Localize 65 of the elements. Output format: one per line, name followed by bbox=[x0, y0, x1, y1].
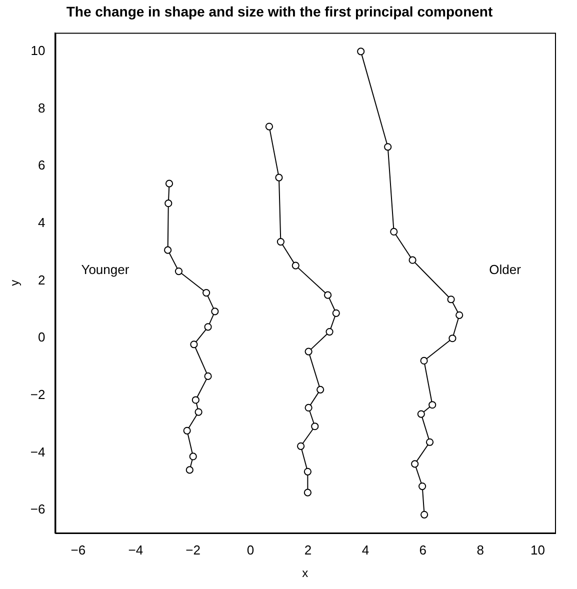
x-tick-label: −4 bbox=[128, 542, 144, 558]
x-tick-label: 2 bbox=[304, 542, 312, 558]
point bbox=[204, 323, 212, 331]
point bbox=[186, 466, 194, 474]
y-tick-label: 10 bbox=[30, 43, 46, 58]
point bbox=[324, 291, 332, 299]
point bbox=[297, 442, 305, 450]
point bbox=[316, 386, 324, 394]
point bbox=[411, 460, 419, 468]
chart-title: The change in shape and size with the first principal component bbox=[66, 3, 493, 20]
point bbox=[456, 311, 464, 319]
y-tick-label: 4 bbox=[38, 215, 46, 230]
point bbox=[165, 180, 174, 188]
x-tick-label: 8 bbox=[476, 542, 484, 558]
annotation: Younger bbox=[81, 262, 130, 277]
point bbox=[189, 452, 197, 460]
x-tick-label: 4 bbox=[362, 542, 370, 558]
annotation: Older bbox=[489, 262, 522, 277]
x-tick-label: 6 bbox=[419, 542, 426, 558]
x-axis-title: x bbox=[302, 566, 308, 580]
point bbox=[420, 356, 428, 365]
point bbox=[164, 200, 172, 208]
point bbox=[420, 510, 428, 518]
point bbox=[332, 309, 340, 317]
point bbox=[408, 256, 416, 264]
x-tick-label: −6 bbox=[70, 542, 86, 558]
point bbox=[304, 348, 312, 356]
y-tick-label: −4 bbox=[30, 444, 46, 460]
point bbox=[275, 174, 283, 182]
x-tick-label: −2 bbox=[186, 542, 201, 558]
point bbox=[192, 396, 200, 404]
x-tick-label: 10 bbox=[530, 542, 545, 558]
point bbox=[304, 404, 312, 412]
point bbox=[311, 422, 319, 430]
y-tick-label: −6 bbox=[30, 502, 46, 517]
y-tick-label: 6 bbox=[38, 158, 46, 173]
point bbox=[183, 426, 191, 434]
point bbox=[164, 246, 172, 254]
point bbox=[202, 288, 210, 297]
y-tick-label: 2 bbox=[38, 272, 46, 288]
point bbox=[276, 238, 284, 246]
point bbox=[390, 228, 398, 236]
point bbox=[304, 468, 312, 476]
point bbox=[357, 48, 365, 56]
point bbox=[190, 340, 198, 348]
point bbox=[418, 482, 426, 490]
point bbox=[292, 262, 300, 270]
y-axis-title: y bbox=[8, 280, 22, 286]
point bbox=[304, 488, 312, 496]
point bbox=[326, 328, 334, 336]
point bbox=[265, 122, 274, 130]
y-tick-label: 8 bbox=[38, 100, 46, 116]
point bbox=[194, 408, 202, 416]
x-tick-label: 0 bbox=[246, 542, 254, 558]
point bbox=[211, 308, 219, 316]
point bbox=[426, 438, 434, 446]
y-tick-label: 0 bbox=[38, 330, 46, 345]
point bbox=[204, 372, 212, 380]
point bbox=[417, 410, 425, 418]
point bbox=[447, 296, 455, 304]
point bbox=[384, 143, 392, 151]
point bbox=[448, 334, 456, 342]
point bbox=[174, 267, 183, 276]
point bbox=[428, 401, 436, 409]
y-tick-label: −2 bbox=[30, 386, 46, 402]
